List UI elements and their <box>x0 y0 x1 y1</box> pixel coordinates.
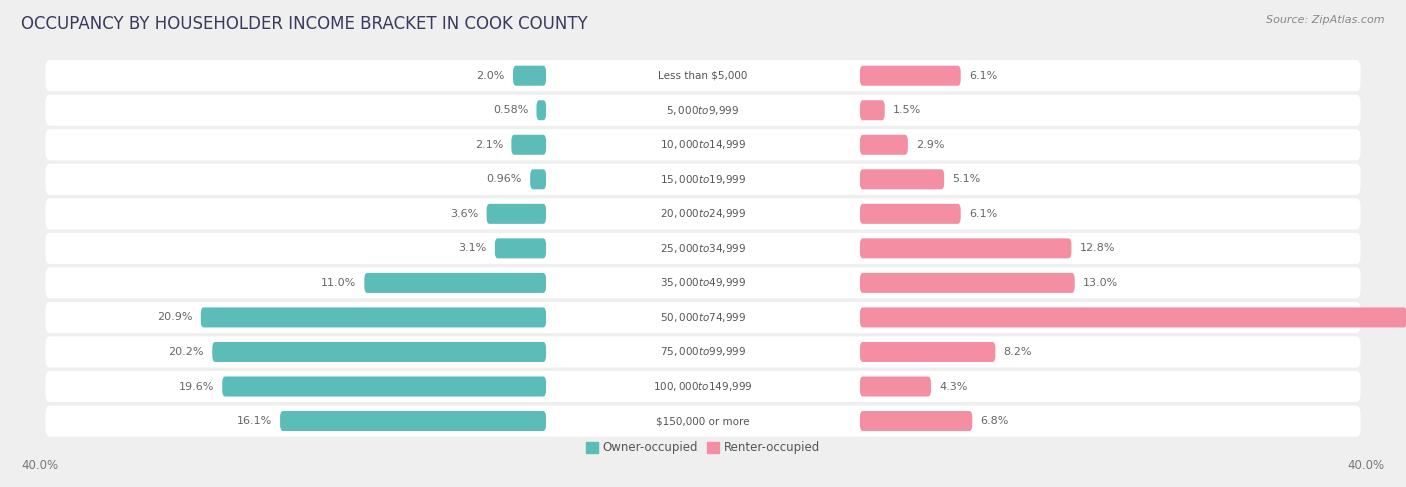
Text: $15,000 to $19,999: $15,000 to $19,999 <box>659 173 747 186</box>
FancyBboxPatch shape <box>537 100 546 120</box>
FancyBboxPatch shape <box>280 411 546 431</box>
FancyBboxPatch shape <box>860 342 995 362</box>
FancyBboxPatch shape <box>45 302 1361 333</box>
FancyBboxPatch shape <box>45 164 1361 195</box>
FancyBboxPatch shape <box>212 342 546 362</box>
FancyBboxPatch shape <box>45 337 1361 368</box>
Text: 19.6%: 19.6% <box>179 381 214 392</box>
FancyBboxPatch shape <box>860 238 1071 259</box>
Text: 2.1%: 2.1% <box>475 140 503 150</box>
FancyBboxPatch shape <box>486 204 546 224</box>
Text: 16.1%: 16.1% <box>236 416 271 426</box>
FancyBboxPatch shape <box>45 267 1361 299</box>
Text: 3.1%: 3.1% <box>458 244 486 253</box>
Text: 4.3%: 4.3% <box>939 381 967 392</box>
Text: 2.0%: 2.0% <box>477 71 505 81</box>
Legend: Owner-occupied, Renter-occupied: Owner-occupied, Renter-occupied <box>581 436 825 459</box>
FancyBboxPatch shape <box>860 273 1074 293</box>
FancyBboxPatch shape <box>860 307 1406 327</box>
Text: $150,000 or more: $150,000 or more <box>657 416 749 426</box>
Text: 6.8%: 6.8% <box>980 416 1010 426</box>
Text: 2.9%: 2.9% <box>917 140 945 150</box>
Text: 5.1%: 5.1% <box>952 174 981 184</box>
FancyBboxPatch shape <box>364 273 546 293</box>
FancyBboxPatch shape <box>222 376 546 396</box>
Text: $25,000 to $34,999: $25,000 to $34,999 <box>659 242 747 255</box>
Text: 1.5%: 1.5% <box>893 105 921 115</box>
Text: 3.6%: 3.6% <box>450 209 478 219</box>
Text: $75,000 to $99,999: $75,000 to $99,999 <box>659 345 747 358</box>
Text: 0.96%: 0.96% <box>486 174 522 184</box>
FancyBboxPatch shape <box>860 66 960 86</box>
Text: 40.0%: 40.0% <box>1348 459 1385 472</box>
FancyBboxPatch shape <box>860 100 884 120</box>
Text: 0.58%: 0.58% <box>494 105 529 115</box>
FancyBboxPatch shape <box>512 135 546 155</box>
Text: $5,000 to $9,999: $5,000 to $9,999 <box>666 104 740 117</box>
FancyBboxPatch shape <box>201 307 546 327</box>
Text: $35,000 to $49,999: $35,000 to $49,999 <box>659 277 747 289</box>
FancyBboxPatch shape <box>860 204 960 224</box>
FancyBboxPatch shape <box>860 376 931 396</box>
Text: $100,000 to $149,999: $100,000 to $149,999 <box>654 380 752 393</box>
Text: 8.2%: 8.2% <box>1004 347 1032 357</box>
FancyBboxPatch shape <box>45 406 1361 436</box>
Text: 40.0%: 40.0% <box>21 459 58 472</box>
FancyBboxPatch shape <box>45 129 1361 160</box>
Text: Source: ZipAtlas.com: Source: ZipAtlas.com <box>1267 15 1385 25</box>
Text: $10,000 to $14,999: $10,000 to $14,999 <box>659 138 747 151</box>
FancyBboxPatch shape <box>530 169 546 189</box>
FancyBboxPatch shape <box>45 371 1361 402</box>
Text: 6.1%: 6.1% <box>969 209 997 219</box>
FancyBboxPatch shape <box>860 135 908 155</box>
Text: 11.0%: 11.0% <box>321 278 356 288</box>
FancyBboxPatch shape <box>495 238 546 259</box>
FancyBboxPatch shape <box>860 169 945 189</box>
FancyBboxPatch shape <box>45 233 1361 264</box>
FancyBboxPatch shape <box>860 411 973 431</box>
FancyBboxPatch shape <box>513 66 546 86</box>
Text: 20.9%: 20.9% <box>157 313 193 322</box>
Text: $20,000 to $24,999: $20,000 to $24,999 <box>659 207 747 220</box>
Text: 6.1%: 6.1% <box>969 71 997 81</box>
FancyBboxPatch shape <box>45 198 1361 229</box>
FancyBboxPatch shape <box>45 60 1361 91</box>
Text: 20.2%: 20.2% <box>169 347 204 357</box>
Text: 12.8%: 12.8% <box>1080 244 1115 253</box>
Text: 13.0%: 13.0% <box>1083 278 1118 288</box>
FancyBboxPatch shape <box>45 94 1361 126</box>
Text: OCCUPANCY BY HOUSEHOLDER INCOME BRACKET IN COOK COUNTY: OCCUPANCY BY HOUSEHOLDER INCOME BRACKET … <box>21 15 588 33</box>
Text: $50,000 to $74,999: $50,000 to $74,999 <box>659 311 747 324</box>
Text: Less than $5,000: Less than $5,000 <box>658 71 748 81</box>
